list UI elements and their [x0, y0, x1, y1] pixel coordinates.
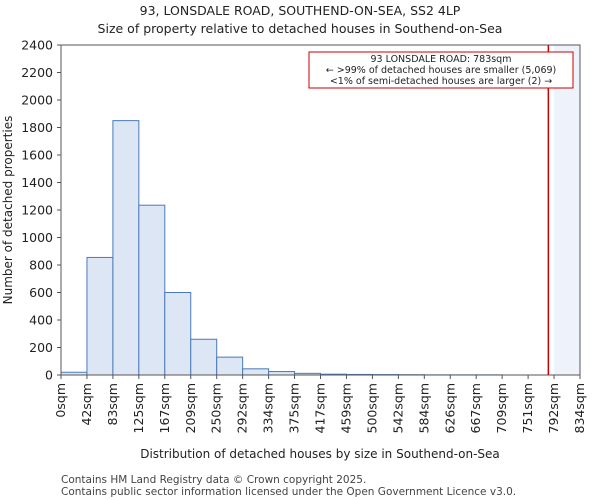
bar-167sqm: [164, 292, 192, 376]
bar-334sqm: [268, 371, 296, 376]
x-tick-label-751sqm: 751sqm: [520, 383, 535, 433]
x-tick-label-0sqm: 0sqm: [53, 383, 68, 418]
histogram-chart: 0 200 400 600 800 1000 1200 1400 1600 1800 2000 220…: [1, 38, 587, 462]
y-tick-label-1800: 1800: [21, 120, 53, 135]
x-tick-label-292sqm: 292sqm: [235, 383, 250, 433]
y-tick-label-200: 200: [29, 340, 53, 355]
x-tick-label-792sqm: 792sqm: [546, 383, 561, 433]
y-tick-label-1400: 1400: [21, 175, 53, 190]
x-tick-label-334sqm: 334sqm: [261, 383, 276, 433]
footer-copyright: Contains HM Land Registry data © Crown c…: [61, 474, 367, 486]
y-tick-label-1200: 1200: [21, 203, 53, 218]
x-tick-label-709sqm: 709sqm: [494, 383, 509, 433]
bar-83sqm: [112, 120, 140, 376]
x-tick-label-209sqm: 209sqm: [183, 383, 198, 433]
y-tick-label-0: 0: [45, 368, 53, 383]
x-tick-label-375sqm: 375sqm: [287, 383, 302, 433]
highlight-region: [554, 45, 580, 375]
y-tick-label-1600: 1600: [21, 148, 53, 163]
x-tick-label-834sqm: 834sqm: [572, 383, 587, 433]
y-tick-label-600: 600: [29, 285, 53, 300]
bar-292sqm: [242, 368, 270, 376]
y-tick-label-800: 800: [29, 258, 53, 273]
x-tick-label-667sqm: 667sqm: [468, 383, 483, 433]
y-tick-label-2000: 2000: [21, 93, 53, 108]
y-tick-label-400: 400: [29, 313, 53, 328]
bar-250sqm: [216, 356, 244, 376]
x-tick-label-42sqm: 42sqm: [79, 383, 94, 426]
x-tick-label-125sqm: 125sqm: [131, 383, 146, 433]
x-tick-label-417sqm: 417sqm: [313, 383, 328, 433]
x-tick-label-626sqm: 626sqm: [442, 383, 457, 433]
y-tick-label-2400: 2400: [21, 38, 53, 53]
x-tick-label-459sqm: 459sqm: [338, 383, 353, 433]
y-tick-label-1000: 1000: [21, 230, 53, 245]
x-tick-label-83sqm: 83sqm: [105, 383, 120, 426]
x-tick-label-500sqm: 500sqm: [364, 383, 379, 433]
y-tick-label-2200: 2200: [21, 65, 53, 80]
bar-209sqm: [190, 338, 218, 376]
x-tick-label-584sqm: 584sqm: [416, 383, 431, 433]
bar-125sqm: [138, 204, 166, 376]
annotation-box: [308, 51, 574, 89]
x-axis-label: Distribution of detached houses by size …: [140, 447, 500, 461]
footer-licence: Contains public sector information licen…: [61, 486, 517, 498]
annotation-line-1: 93 LONSDALE ROAD: 783sqm: [371, 54, 512, 65]
bar-42sqm: [86, 256, 114, 376]
chart-subtitle: Size of property relative to detached ho…: [97, 21, 503, 36]
chart-title: 93, LONSDALE ROAD, SOUTHEND-ON-SEA, SS2 …: [139, 3, 461, 18]
annotation-line-3: <1% of semi-detached houses are larger (…: [330, 76, 552, 87]
annotation-line-2: ← >99% of detached houses are smaller (5…: [326, 65, 557, 76]
x-tick-label-167sqm: 167sqm: [157, 383, 172, 433]
x-tick-label-542sqm: 542sqm: [390, 383, 405, 433]
x-tick-label-250sqm: 250sqm: [209, 383, 224, 433]
y-axis-label: Number of detached properties: [1, 116, 15, 305]
